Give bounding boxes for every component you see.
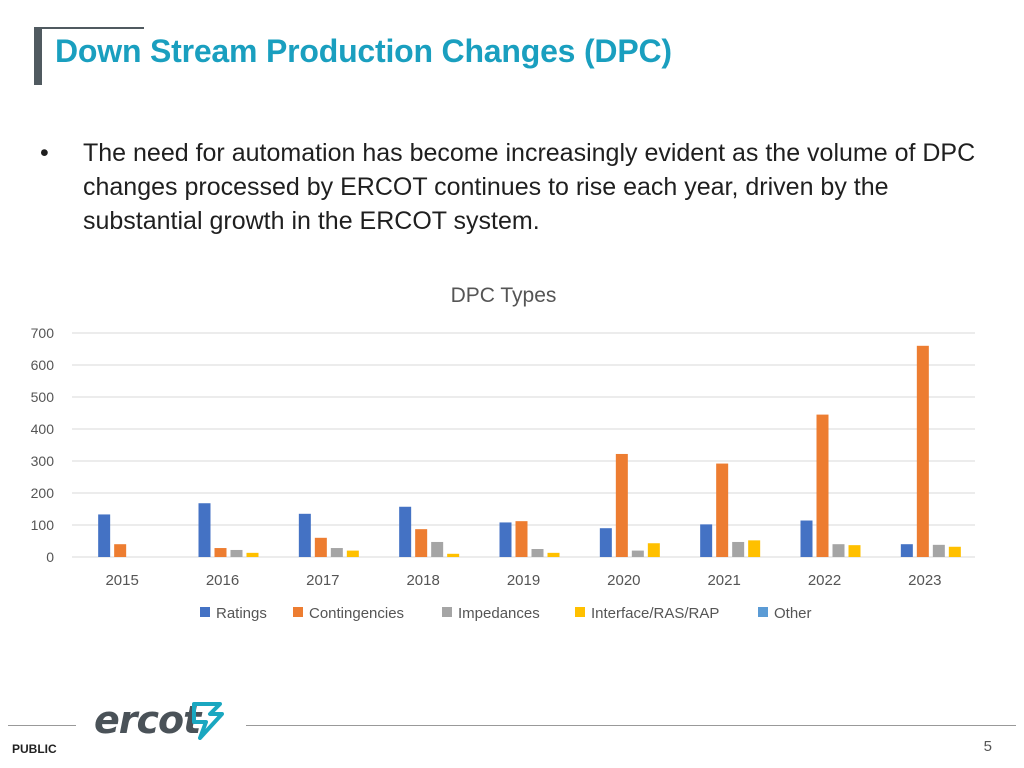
bar-ratings-2019	[499, 522, 512, 557]
bar-interface-ras-rap-2019	[547, 552, 560, 557]
bar-interface-ras-rap-2020	[647, 543, 660, 557]
bar-contingencies-2017	[314, 537, 327, 557]
bar-impedances-2023	[932, 544, 945, 557]
footer-rule-right	[246, 725, 1016, 726]
x-tick-label: 2018	[406, 572, 439, 589]
footer-rule-left	[8, 725, 76, 726]
y-tick-label: 500	[31, 389, 55, 405]
bar-ratings-2021	[700, 524, 713, 557]
bar-interface-ras-rap-2017	[346, 550, 359, 557]
bar-impedances-2017	[330, 548, 343, 557]
legend-label: Contingencies	[309, 605, 404, 622]
legend-swatch-ratings	[200, 607, 210, 617]
legend-swatch-contingencies	[293, 607, 303, 617]
y-tick-label: 100	[31, 517, 55, 533]
bar-contingencies-2021	[716, 463, 729, 557]
bar-interface-ras-rap-2018	[447, 553, 460, 557]
bullet-text: The need for automation has become incre…	[83, 139, 976, 235]
ercot-logo: ercot	[94, 698, 201, 742]
legend-swatch-other	[758, 607, 768, 617]
x-tick-label: 2022	[808, 572, 841, 589]
bar-contingencies-2015	[114, 544, 127, 557]
x-tick-label: 2020	[607, 572, 640, 589]
y-tick-label: 400	[31, 421, 55, 437]
bar-interface-ras-rap-2023	[948, 546, 961, 557]
bar-contingencies-2023	[916, 345, 929, 557]
y-tick-label: 200	[31, 485, 55, 501]
y-tick-label: 300	[31, 453, 55, 469]
x-tick-label: 2023	[908, 572, 941, 589]
bar-ratings-2023	[900, 544, 913, 557]
y-tick-label: 0	[46, 549, 54, 565]
x-tick-label: 2015	[105, 572, 138, 589]
bar-contingencies-2019	[515, 521, 528, 557]
bar-impedances-2018	[431, 541, 444, 557]
y-tick-label: 600	[31, 357, 55, 373]
ercot-bolt-icon	[192, 702, 224, 740]
footer-public-label: PUBLIC	[12, 742, 57, 756]
bar-ratings-2016	[198, 503, 211, 557]
bar-interface-ras-rap-2021	[748, 540, 761, 557]
chart-title: DPC Types	[451, 284, 557, 307]
bar-impedances-2016	[230, 549, 243, 557]
bar-impedances-2019	[531, 549, 544, 557]
bar-contingencies-2018	[415, 529, 428, 557]
bar-impedances-2022	[832, 544, 845, 557]
bar-ratings-2020	[599, 528, 612, 557]
bar-contingencies-2022	[816, 414, 829, 557]
x-tick-label: 2021	[707, 572, 740, 589]
bar-contingencies-2016	[214, 548, 227, 557]
bar-impedances-2020	[631, 550, 644, 557]
bar-contingencies-2020	[615, 453, 628, 557]
slide-title: Down Stream Production Changes (DPC)	[55, 33, 672, 69]
x-tick-label: 2016	[206, 572, 239, 589]
bar-impedances-2021	[732, 541, 745, 557]
legend-label: Other	[774, 605, 812, 622]
page-number: 5	[983, 738, 992, 755]
legend-label: Interface/RAS/RAP	[591, 605, 719, 622]
x-tick-label: 2017	[306, 572, 339, 589]
bullet-symbol: •	[40, 139, 49, 167]
title-accent-bar	[34, 27, 42, 85]
bar-ratings-2022	[800, 520, 813, 557]
legend-label: Ratings	[216, 605, 267, 622]
x-tick-label: 2019	[507, 572, 540, 589]
legend-swatch-impedances	[442, 607, 452, 617]
bar-interface-ras-rap-2022	[848, 545, 861, 557]
y-tick-label: 700	[31, 325, 55, 341]
dpc-types-chart: DPC Types 0 100 200 300 400 500 600 700 2015 2016 2…	[31, 284, 975, 622]
title-accent-rule	[34, 27, 144, 29]
bar-ratings-2018	[399, 506, 412, 557]
legend-label: Impedances	[458, 605, 540, 622]
bar-interface-ras-rap-2016	[246, 552, 259, 557]
legend-swatch-interface-ras-rap	[575, 607, 585, 617]
bar-ratings-2015	[98, 514, 111, 557]
bar-ratings-2017	[298, 513, 311, 557]
